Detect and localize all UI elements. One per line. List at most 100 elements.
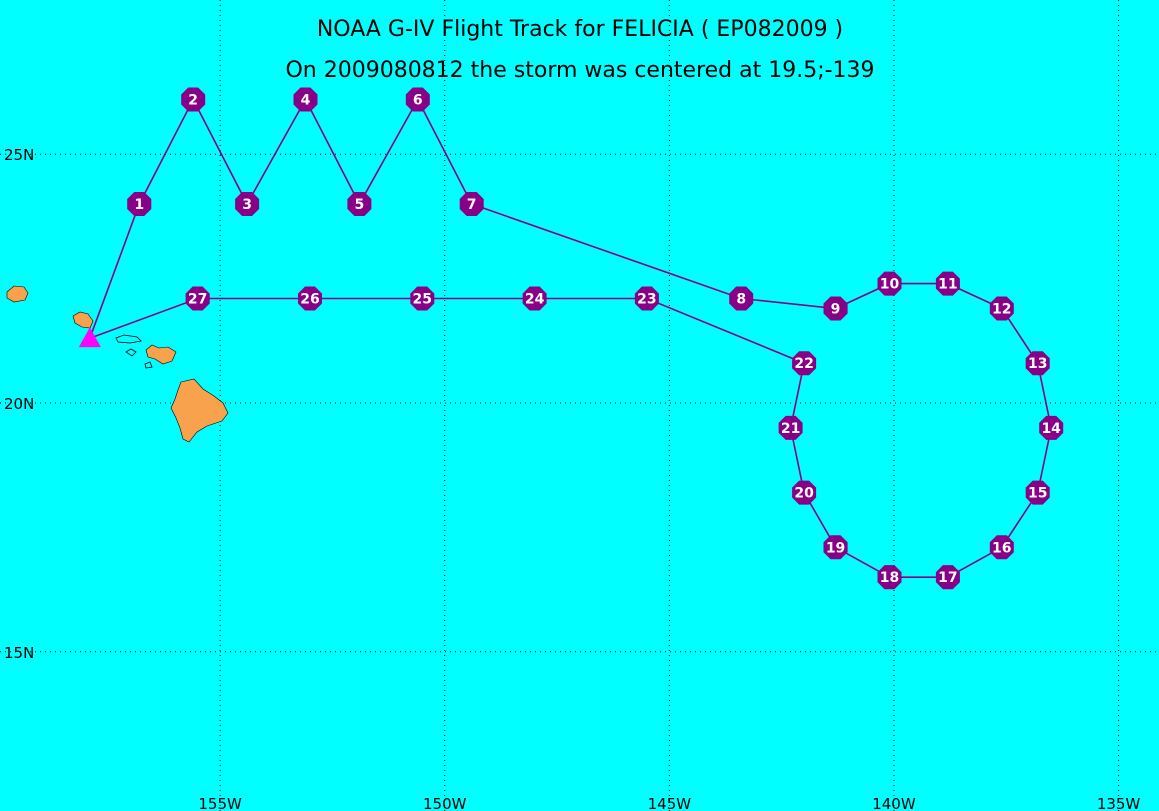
hawaiian-islands (6, 285, 229, 443)
waypoint-number: 27 (188, 292, 207, 308)
waypoint-12: 12 (989, 296, 1014, 321)
axis-tick-labels: 155W 150W 145W 140W 135W 25N 20N 15N (4, 146, 1140, 811)
waypoint-octagon (877, 271, 902, 296)
waypoint-number: 12 (992, 301, 1011, 317)
lon-tick-label: 145W (648, 795, 692, 811)
waypoint-octagon (792, 351, 817, 376)
waypoint-13: 13 (1025, 351, 1050, 376)
big-island (170, 378, 229, 443)
waypoint-17: 17 (935, 565, 960, 590)
waypoint-number: 1 (134, 197, 144, 213)
lon-tick-label: 135W (1097, 795, 1141, 811)
waypoint-number: 6 (413, 93, 423, 109)
waypoint-octagon (792, 480, 817, 505)
waypoint-20: 20 (792, 480, 817, 505)
waypoint-9: 9 (823, 296, 848, 321)
waypoint-octagon (181, 87, 206, 112)
waypoint-number: 17 (938, 570, 957, 586)
lat-tick-label: 25N (4, 146, 34, 164)
waypoint-octagon (1025, 351, 1050, 376)
waypoint-14: 14 (1039, 415, 1064, 440)
waypoint-7: 7 (459, 192, 484, 216)
waypoint-octagon (778, 415, 803, 440)
waypoint-octagon (877, 565, 902, 590)
waypoint-number: 20 (794, 486, 814, 502)
waypoint-octagon (989, 535, 1014, 560)
waypoint-octagon (459, 192, 484, 216)
oahu-island (72, 311, 94, 329)
waypoint-number: 5 (355, 197, 365, 213)
waypoint-6: 6 (405, 87, 430, 112)
waypoint-25: 25 (410, 286, 435, 311)
waypoint-octagon (293, 87, 318, 112)
waypoint-number: 26 (300, 292, 319, 308)
waypoint-octagon (634, 286, 659, 311)
waypoint-number: 11 (938, 277, 957, 293)
waypoint-number: 7 (467, 197, 477, 213)
waypoint-23: 23 (634, 286, 659, 311)
waypoint-octagon (1039, 415, 1064, 440)
waypoint-octagon (298, 286, 322, 311)
waypoint-octagon (823, 535, 848, 560)
waypoint-5: 5 (347, 192, 372, 216)
waypoint-octagon (935, 271, 960, 296)
lon-tick-label: 150W (423, 795, 467, 811)
waypoint-octagon (410, 286, 435, 311)
waypoint-27: 27 (185, 286, 210, 311)
waypoint-19: 19 (823, 535, 848, 560)
map-subtitle: On 2009080812 the storm was centered at … (285, 58, 874, 83)
waypoint-26: 26 (298, 286, 322, 311)
waypoint-number: 21 (781, 421, 800, 437)
lat-tick-label: 15N (4, 644, 34, 662)
waypoint-octagon (823, 296, 848, 321)
lanai-island (125, 348, 137, 357)
maui-island (145, 344, 177, 365)
waypoint-16: 16 (989, 535, 1014, 560)
waypoint-octagon (989, 296, 1014, 321)
waypoint-octagon (1025, 480, 1050, 505)
waypoint-number: 23 (637, 292, 656, 308)
waypoint-number: 8 (736, 292, 746, 308)
map-title: NOAA G-IV Flight Track for FELICIA ( EP0… (317, 17, 843, 42)
waypoint-15: 15 (1025, 480, 1050, 505)
waypoint-4: 4 (293, 87, 318, 112)
lat-tick-label: 20N (4, 395, 34, 413)
waypoint-octagon (127, 192, 152, 216)
waypoint-octagon (347, 192, 372, 216)
lon-tick-label: 155W (198, 795, 242, 811)
waypoint-21: 21 (778, 415, 803, 440)
waypoint-3: 3 (235, 192, 260, 216)
waypoint-octagon (185, 286, 210, 311)
waypoint-22: 22 (792, 351, 817, 376)
waypoint-2: 2 (181, 87, 206, 112)
waypoint-number: 9 (831, 301, 841, 317)
waypoint-octagon (235, 192, 260, 216)
waypoint-number: 24 (525, 292, 545, 308)
waypoint-number: 22 (794, 356, 813, 372)
kauai-island (6, 285, 29, 303)
kahoolawe-island (144, 361, 153, 369)
waypoint-octagon (935, 565, 960, 590)
waypoint-number: 18 (880, 570, 899, 586)
waypoint-11: 11 (935, 271, 960, 296)
waypoint-octagon (522, 286, 547, 311)
airport-triangle-marker (78, 327, 101, 348)
waypoint-octagon (405, 87, 430, 112)
waypoint-1: 1 (127, 192, 152, 216)
waypoint-number: 3 (242, 197, 252, 213)
waypoint-octagon (729, 286, 754, 311)
waypoint-number: 4 (301, 93, 311, 109)
waypoint-18: 18 (877, 565, 902, 590)
waypoint-number: 14 (1041, 421, 1061, 437)
waypoint-number: 19 (826, 540, 845, 556)
waypoint-number: 25 (413, 292, 432, 308)
waypoint-24: 24 (522, 286, 547, 311)
waypoint-number: 16 (992, 540, 1011, 556)
waypoint-number: 13 (1028, 356, 1047, 372)
waypoint-number: 2 (188, 93, 198, 109)
waypoint-number: 10 (880, 277, 900, 293)
molokai-island (115, 334, 142, 344)
